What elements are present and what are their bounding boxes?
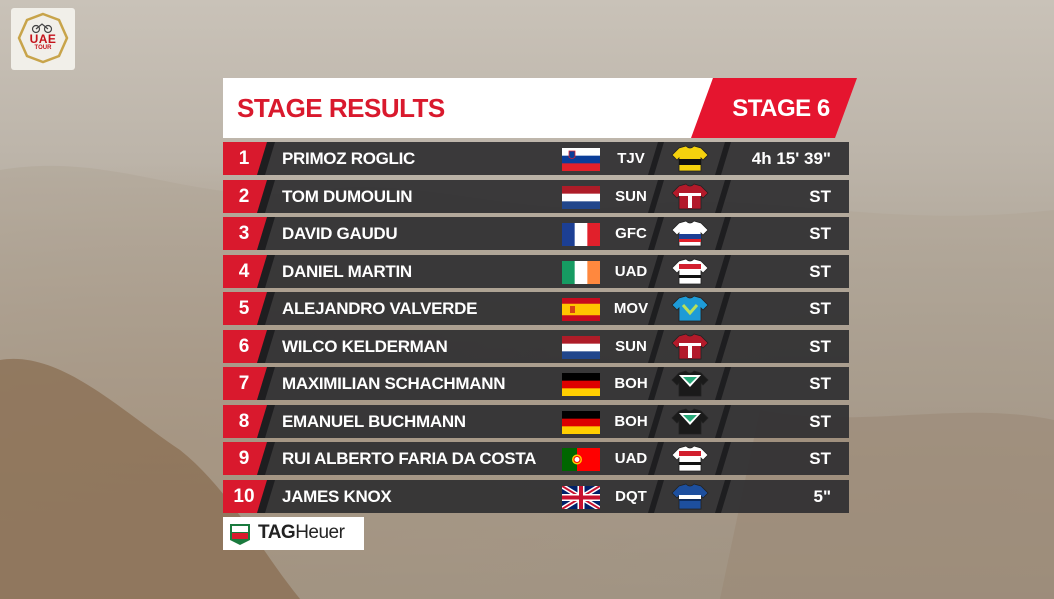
position-number: 4 (238, 261, 250, 282)
jumbo-visma-yellow-jersey-icon (671, 145, 709, 172)
groupama-fdj-jersey-icon (671, 220, 709, 247)
finish-time: ST (809, 224, 831, 243)
table-row: 3 DAVID GAUDU GFC ST (223, 217, 849, 250)
table-row: 8 EMANUEL BUCHMANN BOH ST (223, 405, 849, 438)
row-background (223, 292, 849, 325)
team-code: BOH (614, 413, 648, 430)
position-number: 3 (238, 223, 250, 244)
deceuninck-quickstep-jersey-icon (671, 483, 709, 510)
sponsor-tag-heuer: TAGHeuer (223, 517, 364, 550)
table-row: 1 PRIMOZ ROGLIC TJV 4h 15' 39" (223, 142, 849, 175)
table-row: 2 TOM DUMOULIN SUN ST (223, 180, 849, 213)
rider-name: JAMES KNOX (282, 487, 392, 506)
team-code: GFC (615, 225, 647, 242)
germany-flag-icon (562, 411, 600, 435)
logo-subtext: TOUR (34, 45, 52, 51)
finish-time: ST (809, 262, 831, 281)
results-header: STAGE RESULTS STAGE 6 (223, 78, 857, 138)
sponsor-text: TAGHeuer (258, 522, 345, 543)
row-background (223, 142, 849, 175)
row-background (223, 180, 849, 213)
row-background (223, 405, 849, 438)
movistar-blue-jersey-icon (671, 295, 709, 322)
united-kingdom-flag-icon (560, 483, 602, 512)
sunweb-red-jersey-icon (671, 183, 709, 210)
stage-label: STAGE 6 (732, 95, 830, 122)
table-row: 9 RUI ALBERTO FARIA DA COSTA UAD ST (223, 442, 849, 475)
rider-name: TOM DUMOULIN (282, 187, 413, 206)
rider-name: WILCO KELDERMAN (282, 337, 448, 356)
finish-time: ST (809, 187, 831, 206)
rider-name: EMANUEL BUCHMANN (282, 412, 466, 431)
position-number: 9 (238, 448, 250, 469)
netherlands-flag-icon (562, 336, 600, 360)
row-background (223, 330, 849, 363)
portugal-flag-icon (562, 448, 600, 471)
team-code: MOV (613, 300, 649, 317)
position-number: 8 (238, 411, 250, 432)
slovenia-flag-icon (562, 148, 600, 172)
position-number: 10 (233, 486, 255, 507)
uae-tour-logo: UAE TOUR (11, 8, 75, 70)
team-code: BOH (614, 375, 648, 392)
team-code: TJV (617, 150, 645, 167)
rider-name: DANIEL MARTIN (282, 262, 412, 281)
team-code: SUN (615, 188, 647, 205)
ireland-flag-icon (562, 261, 601, 284)
table-row: 10 JAMES KNOX DQT 5" (223, 480, 849, 513)
tag-heuer-badge-icon (230, 524, 250, 545)
row-background (223, 255, 849, 288)
position-number: 6 (238, 336, 250, 357)
finish-time: ST (809, 374, 831, 393)
france-flag-icon (562, 223, 601, 246)
finish-time: ST (809, 337, 831, 356)
bora-hansgrohe-jersey-icon (671, 370, 709, 397)
position-number: 7 (238, 373, 250, 394)
table-row: 7 MAXIMILIAN SCHACHMANN BOH ST (223, 367, 849, 400)
table-row: 5 ALEJANDRO VALVERDE MOV ST (223, 292, 849, 325)
finish-time: ST (809, 299, 831, 318)
uae-emirates-jersey-icon (671, 445, 709, 472)
position-number: 2 (238, 186, 250, 207)
team-code: DQT (615, 488, 647, 505)
team-code: SUN (615, 338, 647, 355)
finish-time: 4h 15' 39" (751, 149, 831, 168)
rider-name: ALEJANDRO VALVERDE (282, 299, 478, 318)
row-background (223, 217, 849, 250)
rider-name: DAVID GAUDU (282, 224, 398, 243)
sunweb-red-jersey-icon (671, 333, 709, 360)
netherlands-flag-icon (562, 186, 600, 210)
spain-flag-icon (562, 298, 600, 321)
finish-time: ST (809, 412, 831, 431)
team-code: UAD (614, 450, 648, 467)
rider-name: PRIMOZ ROGLIC (282, 149, 416, 168)
rider-name: MAXIMILIAN SCHACHMANN (282, 374, 506, 393)
finish-time: 5" (813, 487, 831, 506)
row-background (223, 442, 849, 475)
germany-flag-icon (562, 373, 600, 397)
position-number: 1 (238, 148, 250, 169)
table-row: 6 WILCO KELDERMAN SUN ST (223, 330, 849, 363)
logo-text: UAE (29, 32, 57, 46)
row-background (223, 480, 849, 513)
rider-name: RUI ALBERTO FARIA DA COSTA (282, 449, 537, 468)
team-code: UAD (614, 263, 648, 280)
position-number: 5 (238, 298, 250, 319)
uae-emirates-jersey-icon (671, 258, 709, 285)
finish-time: ST (809, 449, 831, 468)
bora-hansgrohe-jersey-icon (671, 408, 709, 435)
logo-badge-icon (17, 12, 69, 64)
table-row: 4 DANIEL MARTIN UAD ST (223, 255, 849, 288)
header-background (223, 78, 857, 138)
row-background (223, 367, 849, 400)
page-title: STAGE RESULTS (237, 93, 445, 123)
